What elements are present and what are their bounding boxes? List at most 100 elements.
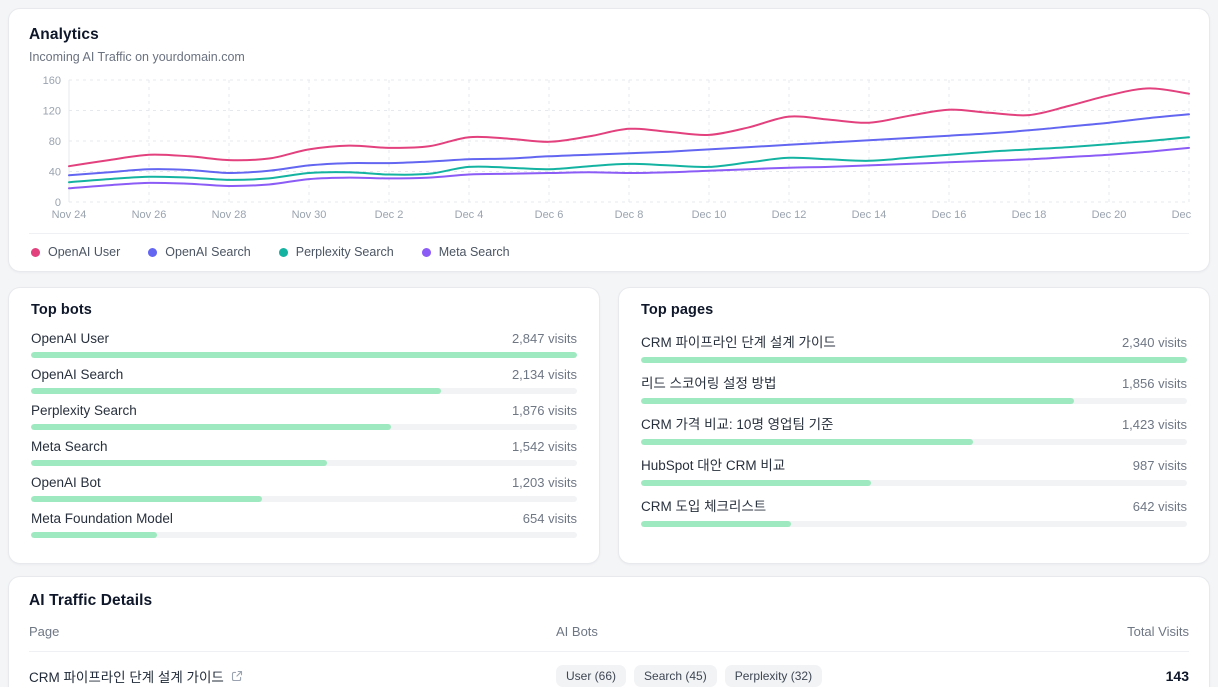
analytics-title: Analytics xyxy=(29,26,99,43)
analytics-subtitle: Incoming AI Traffic on yourdomain.com xyxy=(29,50,245,64)
page-stat-item-bar-fill xyxy=(641,521,791,527)
x-axis-tick: Dec 20 xyxy=(1092,209,1127,221)
bot-stat-item: Meta Search 1,542 visits xyxy=(31,439,577,466)
bot-stat-item-bar-track xyxy=(31,424,577,430)
top-bots-list: OpenAI User 2,847 visits OpenAI Search 2,13… xyxy=(31,331,577,538)
analytics-card: Analytics Incoming AI Traffic on yourdom… xyxy=(8,8,1210,272)
page-stat-item: CRM 도입 체크리스트 642 visits xyxy=(641,495,1187,527)
table-row: CRM 파이프라인 단계 설계 가이드 User (66) Search (45) P… xyxy=(29,651,1189,687)
y-axis-tick: 160 xyxy=(43,75,61,87)
bot-stat-item-bar-fill xyxy=(31,496,262,502)
bot-stat-item: Perplexity Search 1,876 visits xyxy=(31,403,577,430)
bot-stat-item-header: Meta Foundation Model 654 visits xyxy=(31,511,577,526)
bot-badge: Perplexity (32) xyxy=(724,665,823,687)
page-stat-item-header: CRM 가격 비교: 10명 영업팀 기준 1,423 visits xyxy=(641,413,1187,433)
top-bots-title: Top bots xyxy=(31,302,92,318)
page-stat-item: HubSpot 대안 CRM 비교 987 visits xyxy=(641,454,1187,486)
bot-stat-item: OpenAI Search 2,134 visits xyxy=(31,367,577,394)
series-line-openai-user xyxy=(68,87,1190,168)
x-axis-tick: Dec 22 xyxy=(1172,209,1191,221)
chart-legend: OpenAI User OpenAI Search Perplexity Searc… xyxy=(29,233,1189,261)
page-stat-item-bar-track xyxy=(641,480,1187,486)
legend-item-openai-user[interactable]: OpenAI User xyxy=(31,245,120,259)
page-stat-item-visits: 987 visits xyxy=(1132,458,1187,473)
page-stat-item-label: CRM 가격 비교: 10명 영업팀 기준 xyxy=(641,417,834,432)
bot-stat-item-visits: 2,847 visits xyxy=(511,331,577,346)
x-axis-tick: Nov 30 xyxy=(292,209,327,221)
x-axis-tick: Nov 24 xyxy=(52,209,87,221)
y-axis-tick: 0 xyxy=(55,197,61,209)
bot-stat-item-label: OpenAI Bot xyxy=(31,475,101,490)
bot-stat-item-header: OpenAI Search 2,134 visits xyxy=(31,367,577,382)
bot-stat-item-bar-track xyxy=(31,460,577,466)
page-stat-item-header: HubSpot 대안 CRM 비교 987 visits xyxy=(641,454,1187,474)
details-rows: CRM 파이프라인 단계 설계 가이드 User (66) Search (45) P… xyxy=(29,651,1189,687)
x-axis-tick: Dec 18 xyxy=(1012,209,1047,221)
page-title: CRM 파이프라인 단계 설계 가이드 xyxy=(29,670,224,685)
bot-stat-item-header: Meta Search 1,542 visits xyxy=(31,439,577,454)
legend-dot-icon xyxy=(148,247,158,257)
legend-dot-icon xyxy=(31,247,40,257)
page-stat-item: CRM 파이프라인 단계 설계 가이드 2,340 visits xyxy=(641,331,1187,363)
page-stat-item-label: CRM 파이프라인 단계 설계 가이드 xyxy=(641,335,836,350)
bot-badge: Search (45) xyxy=(634,665,717,687)
bot-stat-item-label: Meta Search xyxy=(31,439,108,454)
series-line-perplexity-search xyxy=(68,136,1190,184)
traffic-chart: 0 40 80 120 160 Nov 24 Nov 26 Nov 28 Nov 30 Dec 2… xyxy=(29,74,1207,229)
page-stat-item-label: CRM 도입 체크리스트 xyxy=(641,499,767,514)
total-visits-value: 143 xyxy=(1165,668,1189,684)
details-header-row: Page AI Bots Total Visits xyxy=(29,610,1189,651)
y-axis-tick: 40 xyxy=(49,167,61,179)
page-stat-item-bar-fill xyxy=(641,480,872,486)
bot-stat-item-bar-fill xyxy=(31,388,441,394)
bot-stat-item-label: OpenAI User xyxy=(31,331,110,346)
top-pages-list: CRM 파이프라인 단계 설계 가이드 2,340 visits 리드 스코어링 설… xyxy=(641,331,1187,527)
legend-item-meta-search[interactable]: Meta Search xyxy=(421,245,510,259)
legend-item-openai-search[interactable]: OpenAI Search xyxy=(148,245,251,259)
page-stat-item-visits: 1,856 visits xyxy=(1121,376,1187,391)
bot-stat-item: OpenAI Bot 1,203 visits xyxy=(31,475,577,502)
bot-stat-item-bar-track xyxy=(31,532,577,538)
legend-label: Perplexity Search xyxy=(295,245,394,259)
page-stat-item-bar-track xyxy=(641,521,1187,527)
bot-stat-item-bar-track xyxy=(31,496,577,502)
page-stat-item-header: CRM 파이프라인 단계 설계 가이드 2,340 visits xyxy=(641,331,1187,351)
bot-stat-item-bar-fill xyxy=(31,424,391,430)
bot-stat-item-visits: 2,134 visits xyxy=(511,367,577,382)
top-bots-card: Top bots OpenAI User 2,847 visits OpenAI S… xyxy=(8,287,600,564)
legend-label: Meta Search xyxy=(438,245,510,259)
bot-stat-item-label: OpenAI Search xyxy=(31,367,124,382)
y-axis-tick: 120 xyxy=(43,106,61,118)
page-stat-item-bar-track xyxy=(641,439,1187,445)
bot-stat-item: Meta Foundation Model 654 visits xyxy=(31,511,577,538)
bot-stat-item-bar-fill xyxy=(31,460,327,466)
page-stat-item-bar-fill xyxy=(641,357,1187,363)
page-link[interactable]: CRM 파이프라인 단계 설계 가이드 xyxy=(29,666,556,686)
series-line-openai-search xyxy=(68,113,1190,177)
bot-stat-item-visits: 1,542 visits xyxy=(511,439,577,454)
stats-row: Top bots OpenAI User 2,847 visits OpenAI S… xyxy=(8,287,1210,564)
page-stat-item-bar-fill xyxy=(641,398,1074,404)
page-stat-item: 리드 스코어링 설정 방법 1,856 visits xyxy=(641,372,1187,404)
page-stat-item-visits: 642 visits xyxy=(1132,499,1187,514)
legend-item-perplexity-search[interactable]: Perplexity Search xyxy=(278,245,394,259)
bot-stat-item-label: Meta Foundation Model xyxy=(31,511,173,526)
traffic-chart-svg: 0 40 80 120 160 Nov 24 Nov 26 Nov 28 Nov 30 Dec 2… xyxy=(43,75,1207,221)
top-pages-title: Top pages xyxy=(641,302,714,318)
x-axis-tick: Dec 14 xyxy=(852,209,887,221)
legend-label: OpenAI User xyxy=(48,245,121,259)
page-stat-item-label: 리드 스코어링 설정 방법 xyxy=(641,376,777,391)
page-stat-item: CRM 가격 비교: 10명 영업팀 기준 1,423 visits xyxy=(641,413,1187,445)
bot-stat-item-visits: 1,876 visits xyxy=(511,403,577,418)
legend-dot-icon xyxy=(278,247,288,257)
x-axis-tick: Dec 16 xyxy=(932,209,967,221)
legend-dot-icon xyxy=(421,247,431,257)
page-stat-item-bar-fill xyxy=(641,439,973,445)
x-axis-tick: Dec 12 xyxy=(772,209,807,221)
bot-stat-item-label: Perplexity Search xyxy=(31,403,137,418)
y-axis-tick: 80 xyxy=(49,136,61,148)
bot-stat-item-visits: 1,203 visits xyxy=(511,475,577,490)
page-stat-item-header: CRM 도입 체크리스트 642 visits xyxy=(641,495,1187,515)
bot-stat-item-bar-fill xyxy=(31,352,577,358)
bot-stat-item-header: Perplexity Search 1,876 visits xyxy=(31,403,577,418)
